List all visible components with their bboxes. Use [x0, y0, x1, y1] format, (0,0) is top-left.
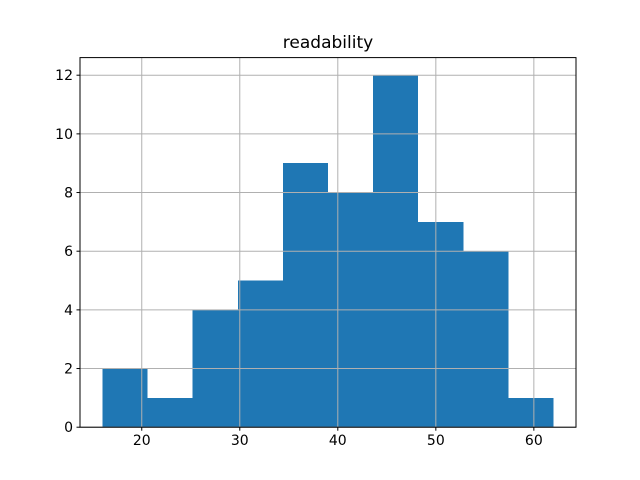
x-tick-label: 50	[427, 433, 445, 449]
x-tick-label: 60	[525, 433, 543, 449]
y-tick-label: 10	[55, 127, 73, 143]
histogram-bar	[102, 368, 148, 428]
x-tick-label: 40	[329, 433, 347, 449]
y-tick-label: 8	[64, 186, 73, 202]
y-tick-label: 0	[64, 420, 73, 436]
x-tick-label: 30	[231, 433, 249, 449]
histogram-bar	[463, 251, 509, 428]
plot-border	[79, 57, 577, 428]
y-tick-label: 12	[55, 68, 73, 84]
histogram-bar	[237, 280, 283, 428]
chart-title: readability	[283, 33, 373, 53]
histogram-bar	[508, 397, 554, 428]
y-tick-label: 2	[64, 362, 73, 378]
histogram-bar	[418, 221, 464, 428]
histogram-bar	[147, 397, 193, 428]
histogram-bar	[282, 163, 328, 428]
y-tick-label: 6	[64, 244, 73, 260]
y-tick-label: 4	[64, 303, 73, 319]
x-tick-label: 20	[133, 433, 151, 449]
ticks-layer: 20 30 40 50 60 0 2 4 6 8 10 12	[55, 68, 543, 449]
